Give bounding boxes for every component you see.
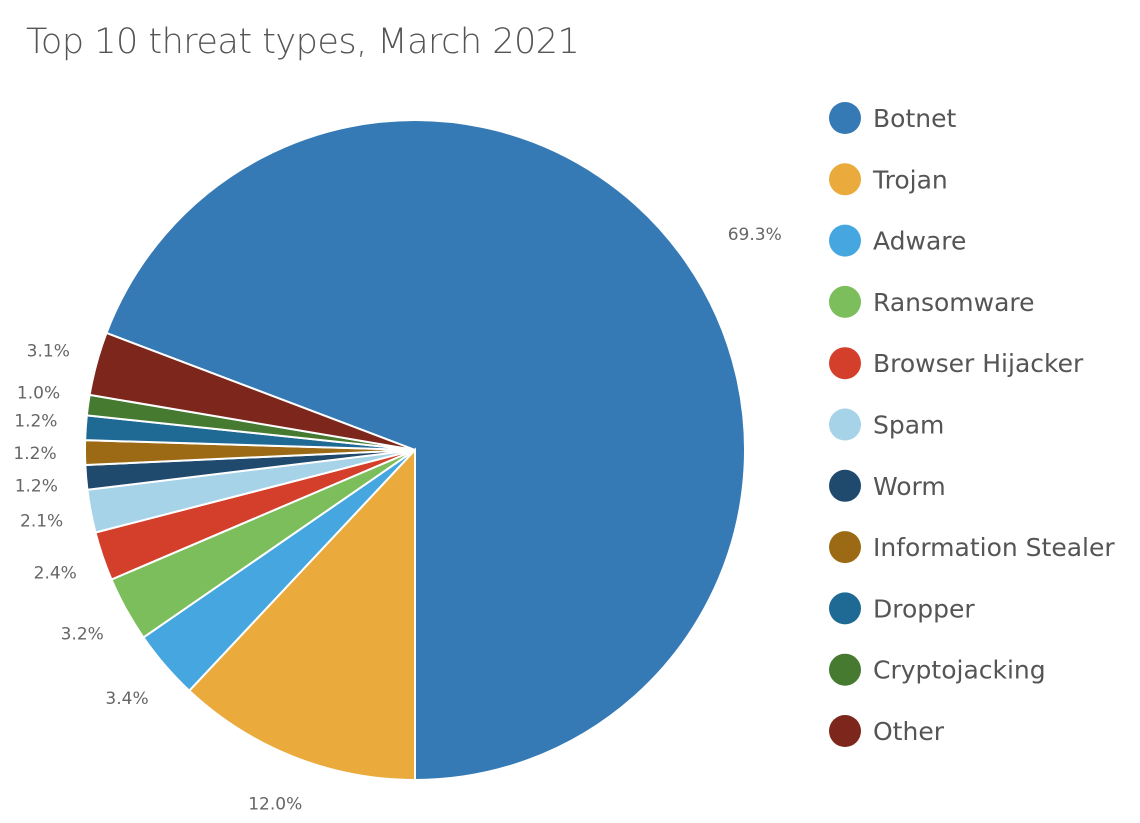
legend-item: Worm bbox=[829, 469, 946, 502]
data-label: 3.4% bbox=[105, 689, 148, 709]
legend-label: Dropper bbox=[873, 594, 975, 623]
legend-swatch bbox=[829, 224, 861, 257]
legend-item: Dropper bbox=[829, 592, 975, 625]
data-label: 12.0% bbox=[248, 794, 302, 814]
legend-label: Botnet bbox=[873, 104, 956, 133]
legend-label: Adware bbox=[873, 227, 966, 256]
legend-item: Cryptojacking bbox=[829, 653, 1046, 686]
pie-slice-botnet bbox=[105, 119, 746, 782]
data-label: 1.2% bbox=[13, 444, 56, 464]
chart-title: Top 10 threat types, March 2021 bbox=[26, 22, 580, 62]
legend-label: Cryptojacking bbox=[873, 656, 1046, 685]
legend-label: Trojan bbox=[872, 165, 948, 194]
legend-item: Browser Hijacker bbox=[829, 347, 1084, 380]
legend-label: Information Stealer bbox=[873, 533, 1115, 562]
legend-label: Other bbox=[873, 717, 945, 746]
legend-item: Information Stealer bbox=[829, 531, 1115, 564]
legend-swatch bbox=[829, 163, 861, 196]
legend-swatch bbox=[829, 531, 861, 564]
legend-swatch bbox=[829, 285, 861, 318]
data-label: 1.0% bbox=[17, 383, 60, 403]
legend-item: Ransomware bbox=[829, 285, 1035, 318]
legend-item: Trojan bbox=[829, 163, 948, 196]
data-label: 3.2% bbox=[61, 624, 104, 644]
legend-item: Other bbox=[829, 715, 945, 747]
legend-swatch bbox=[829, 347, 861, 380]
legend-swatch bbox=[829, 715, 861, 747]
legend-label: Ransomware bbox=[873, 288, 1035, 317]
legend-swatch bbox=[829, 469, 861, 502]
legend-label: Browser Hijacker bbox=[873, 349, 1084, 378]
pie-slice-other bbox=[88, 331, 416, 451]
data-label: 1.2% bbox=[14, 411, 57, 431]
legend-swatch bbox=[829, 592, 861, 625]
data-label: 2.4% bbox=[34, 563, 77, 583]
legend-label: Spam bbox=[873, 411, 944, 440]
legend-swatch bbox=[829, 408, 861, 441]
legend-swatch bbox=[829, 102, 861, 134]
legend-label: Worm bbox=[873, 472, 946, 501]
data-label: 2.1% bbox=[20, 512, 63, 532]
legend-swatch bbox=[829, 653, 861, 686]
legend-item: Adware bbox=[829, 224, 966, 257]
data-label: 3.1% bbox=[27, 341, 70, 361]
legend-item: Spam bbox=[829, 408, 944, 441]
pie-slice-trojan bbox=[187, 447, 416, 782]
legend-item: Botnet bbox=[829, 102, 956, 134]
data-label: 1.2% bbox=[15, 477, 58, 497]
data-label: 69.3% bbox=[728, 225, 782, 245]
